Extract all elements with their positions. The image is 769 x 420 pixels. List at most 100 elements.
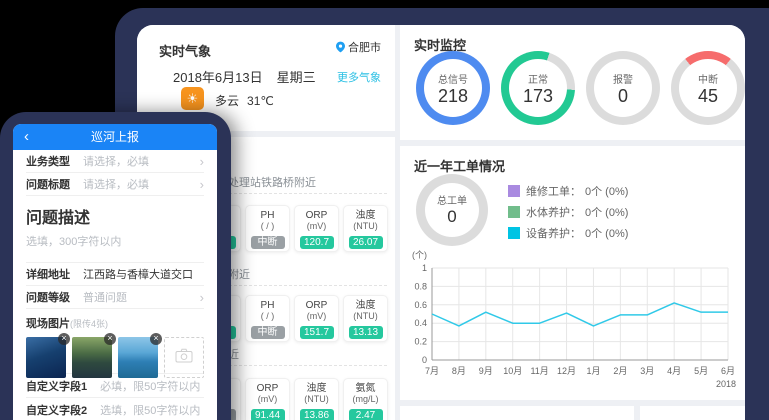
- photo-thumbnail-3[interactable]: ×: [117, 333, 162, 378]
- dashed-divider: [159, 193, 387, 194]
- photo-thumbnail-2[interactable]: ×: [71, 333, 116, 378]
- business-type-field[interactable]: 业务类型 请选择，必填 ›: [26, 150, 204, 173]
- weather-panel-title: 实时气象: [159, 44, 212, 59]
- param-unit: (mg/L): [352, 394, 379, 404]
- photo-thumbnail-1[interactable]: ×: [26, 333, 70, 378]
- site-photos-section: 现场图片(限传4张) × × ×: [26, 309, 204, 378]
- svg-text:2月: 2月: [613, 366, 627, 376]
- remove-photo-icon[interactable]: ×: [149, 333, 162, 345]
- station-param-card: ORP (mV) 151.7: [294, 295, 339, 342]
- legend-value: 0个 (0%): [585, 227, 629, 240]
- field-label: 自定义字段1: [26, 380, 88, 393]
- ring-value: 0: [447, 207, 457, 226]
- legend-label: 设备养护：: [526, 227, 581, 240]
- photos-caption: 现场图片(限传4张): [26, 309, 204, 331]
- svg-text:0: 0: [422, 355, 427, 365]
- svg-text:9月: 9月: [479, 366, 493, 376]
- param-unit: (mV): [306, 221, 327, 231]
- legend-label: 水体养护：: [526, 206, 581, 219]
- param-unit: ( / ): [260, 221, 275, 231]
- address-field[interactable]: 详细地址 江西路与香樟大道交口: [26, 263, 204, 286]
- custom-field-1[interactable]: 自定义字段1 必填，限50字符以内: [26, 374, 204, 398]
- gauge-value: 218: [437, 86, 469, 106]
- gauge-label: 正常: [528, 75, 548, 86]
- param-value-badge: 91.44: [250, 409, 285, 420]
- field-placeholder: 必填，限50字符以内: [100, 380, 201, 393]
- dashed-divider: [159, 285, 387, 286]
- back-icon[interactable]: ‹: [24, 128, 29, 145]
- photos-limit-hint: (限传4张): [70, 319, 108, 329]
- city-selector: 合肥市: [336, 39, 381, 55]
- problem-title-field[interactable]: 问题标题 请选择，必填 ›: [26, 173, 204, 196]
- station-param-card: ORP (mV) 120.7: [294, 205, 339, 252]
- param-value-badge: 中断: [250, 236, 285, 249]
- param-name: ORP: [305, 300, 328, 311]
- location-pin-icon: [336, 41, 345, 53]
- svg-text:5月: 5月: [694, 366, 708, 376]
- svg-text:0.4: 0.4: [414, 318, 427, 328]
- workorders-legend: 维修工单： 0个 (0%) 水体养护： 0个 (0%) 设备养护： 0个 (0%…: [508, 180, 628, 243]
- param-unit: (mV): [306, 311, 327, 321]
- legend-item: 水体养护： 0个 (0%): [508, 201, 628, 222]
- param-value-badge: 2.47: [348, 409, 383, 420]
- param-unit: (NTU): [304, 394, 329, 404]
- field-placeholder: 请选择，必填: [83, 156, 149, 168]
- param-unit: (NTU): [353, 311, 378, 321]
- svg-text:10月: 10月: [503, 366, 522, 376]
- gauge-value: 173: [522, 86, 554, 106]
- param-name: PH: [260, 300, 275, 311]
- phone-screen: ‹ 巡河上报 业务类型 请选择，必填 › 问题标题 请选择，必填 › 问题描述 …: [13, 124, 217, 420]
- phone-frame: ‹ 巡河上报 业务类型 请选择，必填 › 问题标题 请选择，必填 › 问题描述 …: [0, 112, 231, 420]
- gauge-alarm: 报警 0: [586, 51, 660, 125]
- field-value: 江西路与香樟大道交口: [83, 269, 193, 281]
- param-name: 浊度: [355, 210, 376, 221]
- field-label: 问题标题: [26, 179, 70, 191]
- more-weather-link[interactable]: 更多气象: [337, 72, 381, 84]
- legend-value: 0个 (0%): [585, 185, 629, 198]
- chevron-right-icon: ›: [199, 289, 204, 305]
- temperature-text: 31℃: [247, 94, 274, 108]
- svg-text:4月: 4月: [667, 366, 681, 376]
- station-param-card: 氨氮 (mg/L) 2.47: [343, 378, 388, 420]
- add-photo-button[interactable]: [163, 337, 204, 378]
- svg-text:8月: 8月: [452, 366, 466, 376]
- camera-icon: [175, 348, 193, 368]
- field-label: 问题描述: [26, 210, 91, 227]
- station-param-card: 浊度 (NTU) 26.07: [343, 205, 388, 252]
- param-name: 浊度: [306, 383, 327, 394]
- param-name: ORP: [305, 210, 328, 221]
- param-value-badge: 120.7: [299, 236, 334, 249]
- bottom-panel-right: [640, 406, 745, 420]
- remove-photo-icon[interactable]: ×: [103, 333, 116, 345]
- legend-value: 0个 (0%): [585, 206, 629, 219]
- field-placeholder: 选填，300字符以内: [26, 236, 122, 248]
- station-name: 处理站铁路桥附近: [228, 177, 316, 189]
- svg-text:11月: 11月: [530, 366, 548, 376]
- gauge-normal: 正常 173: [501, 51, 575, 125]
- problem-description-field[interactable]: 问题描述 选填，300字符以内: [26, 196, 204, 263]
- field-label: 现场图片: [26, 318, 70, 330]
- svg-text:1月: 1月: [586, 366, 600, 376]
- svg-text:3月: 3月: [640, 366, 654, 376]
- bottom-panel-left: [400, 406, 634, 420]
- param-value-badge: 13.86: [299, 409, 334, 420]
- param-value-badge: 151.7: [299, 326, 334, 339]
- custom-field-2[interactable]: 自定义字段2 选填，限50字符以内: [26, 398, 204, 420]
- phone-header: ‹ 巡河上报: [13, 124, 217, 150]
- problem-level-field[interactable]: 问题等级 普通问题 ›: [26, 286, 204, 309]
- station-param-card: ORP (mV) 91.44: [245, 378, 290, 420]
- workorder-chart: 7月 8月 9月 10月 11月 12月 1月 2月 3月 4月 5月 6月 0 0.2 0.4 0.6 0.8…: [406, 260, 742, 398]
- workorders-panel: 近一年工单情况 总工单 0 维修工单： 0个 (0%) 水体养护： 0个 (0%…: [400, 146, 745, 400]
- field-label: 自定义字段2: [26, 405, 88, 417]
- weather-date: 2018年6月13日 星期三: [173, 67, 316, 86]
- remove-photo-icon[interactable]: ×: [57, 333, 70, 345]
- sun-icon: ☀: [181, 87, 204, 110]
- total-workorders-ring: 总工单 0: [416, 174, 488, 246]
- param-name: 氨氮: [355, 383, 376, 394]
- chart-y-unit: (个): [412, 250, 427, 260]
- svg-text:0.8: 0.8: [414, 281, 427, 291]
- legend-swatch-water: [508, 205, 520, 218]
- param-name: PH: [260, 210, 275, 221]
- column-divider: [395, 25, 400, 420]
- ring-label: 总工单: [437, 196, 467, 207]
